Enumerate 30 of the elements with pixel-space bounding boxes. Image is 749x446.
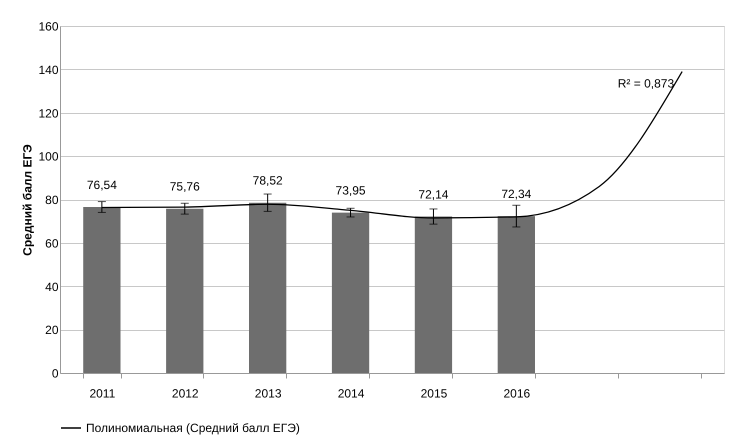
x-tick-label: 2016 [503, 386, 531, 400]
x-tick-label: 2012 [172, 386, 199, 400]
data-label: 76,54 [86, 178, 118, 192]
data-label: 73,95 [336, 184, 366, 198]
data-label: 78,52 [252, 174, 283, 188]
data-label: 75,76 [170, 180, 200, 194]
data-label: 72,14 [418, 188, 449, 202]
data-label: 72,34 [501, 187, 532, 202]
y-tick-label: 140 [38, 62, 59, 77]
y-tick-label: 20 [45, 323, 59, 338]
bar [249, 202, 286, 373]
x-tick-label: 2011 [89, 386, 116, 400]
y-axis-title: Средний балл ЕГЭ [20, 144, 34, 256]
bar [498, 216, 535, 373]
bar [83, 207, 121, 373]
y-tick-label: 160 [38, 20, 59, 34]
bar [414, 216, 452, 373]
y-tick-label: 120 [38, 106, 59, 120]
y-tick-label: 100 [38, 150, 59, 164]
x-tick-label: 2013 [254, 386, 282, 400]
x-tick-label: 2015 [420, 386, 448, 400]
legend-label: Полиномиальная (Средний балл ЕГЭ) [86, 421, 300, 435]
bar [332, 212, 370, 373]
x-tick-label: 2014 [338, 386, 365, 400]
y-tick-label: 0 [52, 366, 59, 380]
y-tick-label: 60 [45, 236, 59, 250]
bar [166, 208, 204, 373]
y-tick-label: 80 [45, 193, 59, 207]
y-tick-label: 40 [45, 280, 59, 294]
annotation: R² = 0,873 [618, 76, 674, 91]
